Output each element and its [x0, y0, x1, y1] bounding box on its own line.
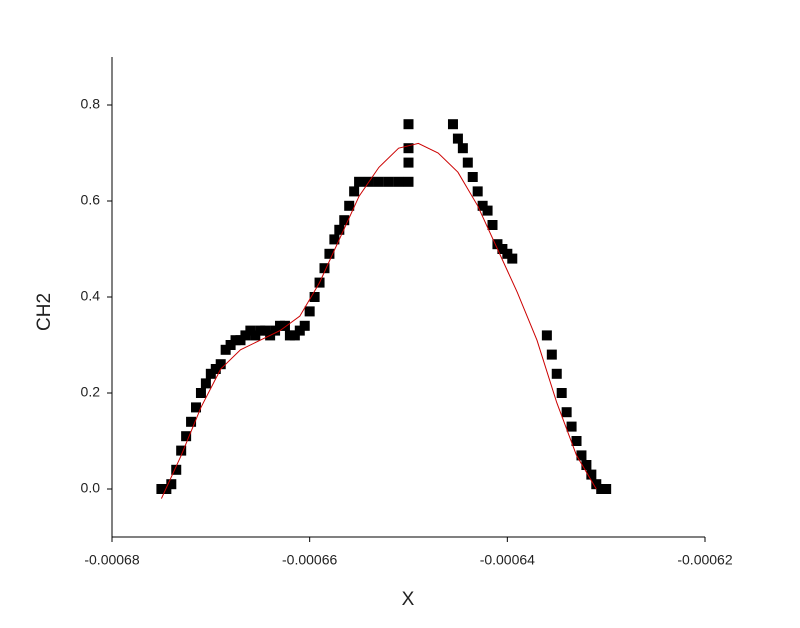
- y-axis-title: CH2: [34, 293, 55, 331]
- data-point: [186, 416, 197, 427]
- data-point: [546, 349, 557, 360]
- y-tick-label: 0.0: [81, 480, 101, 496]
- x-tick-label: -0.00062: [677, 552, 732, 568]
- data-point: [507, 253, 518, 264]
- data-point: [171, 464, 182, 475]
- data-point: [334, 224, 345, 235]
- fit-line: [160, 142, 597, 499]
- data-point: [457, 143, 468, 154]
- data-point: [373, 176, 384, 187]
- data-point: [319, 263, 330, 274]
- data-point: [324, 248, 335, 259]
- data-point: [571, 436, 582, 446]
- data-point: [166, 479, 177, 490]
- data-point: [279, 320, 290, 331]
- data-point: [349, 186, 360, 197]
- data-point: [581, 460, 592, 470]
- x-tick-label: -0.00064: [480, 552, 535, 568]
- data-point: [452, 133, 463, 144]
- data-point: [309, 292, 320, 302]
- data-point: [561, 407, 572, 418]
- y-tick-label: 0.4: [81, 288, 101, 304]
- data-point: [556, 388, 567, 398]
- data-point: [586, 469, 597, 480]
- data-point: [191, 402, 202, 413]
- data-point: [200, 378, 211, 389]
- data-point: [344, 200, 355, 211]
- data-point: [576, 450, 587, 461]
- data-point: [551, 368, 562, 379]
- data-point: [195, 388, 206, 398]
- data-point: [403, 143, 414, 154]
- data-point: [403, 157, 414, 168]
- data-point: [304, 306, 315, 317]
- data-point: [181, 431, 192, 442]
- y-tick-label: 0.6: [81, 192, 101, 208]
- data-point: [447, 119, 458, 130]
- x-axis-title: X: [402, 589, 415, 610]
- data-point: [462, 157, 473, 168]
- data-point: [482, 205, 493, 216]
- data-point: [329, 234, 340, 245]
- data-point: [299, 320, 310, 331]
- data-point: [403, 176, 414, 187]
- y-tick-label: 0.8: [81, 96, 101, 112]
- data-point: [487, 220, 498, 230]
- data-point: [354, 176, 365, 187]
- data-point: [176, 445, 187, 456]
- data-point: [339, 215, 350, 226]
- data-point: [601, 484, 612, 494]
- data-point: [215, 359, 226, 370]
- x-tick-label: -0.00068: [84, 552, 139, 568]
- y-tick-label: 0.2: [81, 384, 101, 400]
- data-point: [393, 176, 404, 187]
- data-point: [383, 176, 394, 187]
- data-point: [467, 172, 478, 182]
- x-tick-label: -0.00066: [282, 552, 337, 568]
- data-point: [403, 119, 414, 130]
- data-point: [566, 421, 577, 432]
- data-point: [541, 330, 552, 341]
- data-point: [472, 186, 483, 197]
